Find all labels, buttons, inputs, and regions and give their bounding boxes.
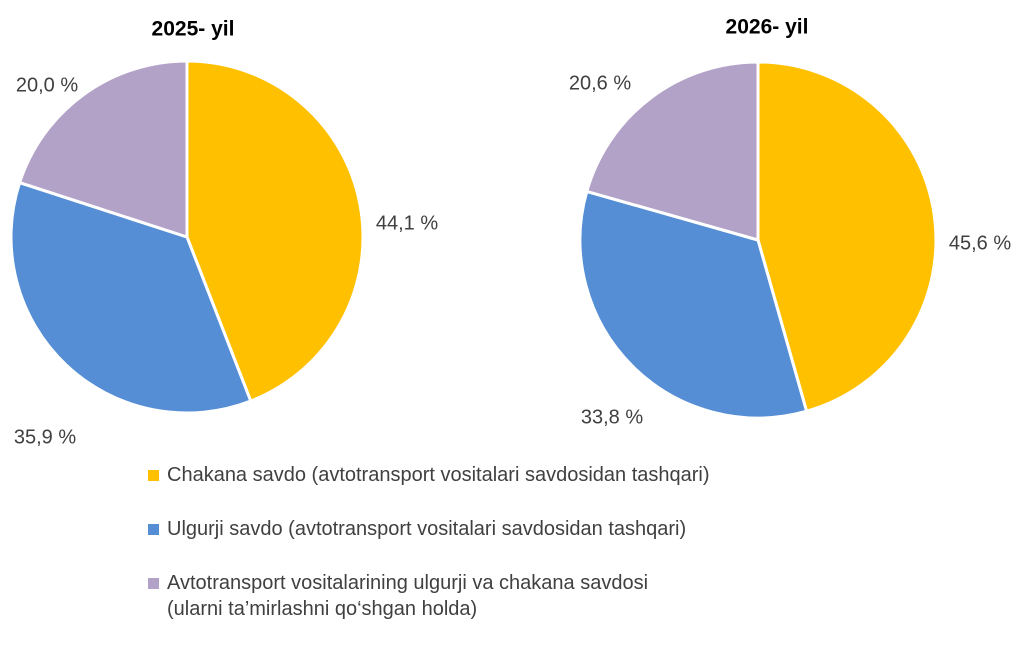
- data-label: 33,8 %: [581, 406, 643, 428]
- data-label: 20,0 %: [16, 74, 78, 96]
- chart-title: 2025- yil: [152, 18, 235, 41]
- legend-swatch: [148, 578, 159, 589]
- legend-label: Ulgurji savdo (avtotransport vositalari …: [167, 518, 687, 540]
- pie-slice: [9, 180, 253, 415]
- pie-slice: [185, 59, 365, 403]
- chart-title: 2026- yil: [726, 16, 809, 39]
- legend-item: Avtotransport vositalarining ulgurji va …: [148, 570, 1008, 622]
- pie-slice: [17, 59, 189, 240]
- legend-item: Chakana savdo (avtotransport vositalari …: [148, 462, 1008, 488]
- data-label: 45,6 %: [949, 232, 1011, 254]
- data-label: 35,9 %: [14, 426, 76, 448]
- pie-slice: [584, 60, 760, 242]
- legend-label: Avtotransport vositalarining ulgurji va …: [167, 572, 649, 620]
- legend-label: Chakana savdo (avtotransport vositalari …: [167, 464, 710, 486]
- legend-item: Ulgurji savdo (avtotransport vositalari …: [148, 516, 1008, 542]
- pie-slice: [578, 189, 809, 420]
- legend-swatch: [148, 524, 159, 535]
- legend-swatch: [148, 470, 159, 481]
- data-label: 44,1 %: [376, 212, 438, 234]
- data-label: 20,6 %: [569, 72, 631, 94]
- legend: Chakana savdo (avtotransport vositalari …: [148, 462, 1008, 648]
- pie-slice: [756, 60, 938, 414]
- charts: 2025- yil 44,1 % 35,9 % 20,0 % 2026- yil 45,6…: [9, 16, 1011, 448]
